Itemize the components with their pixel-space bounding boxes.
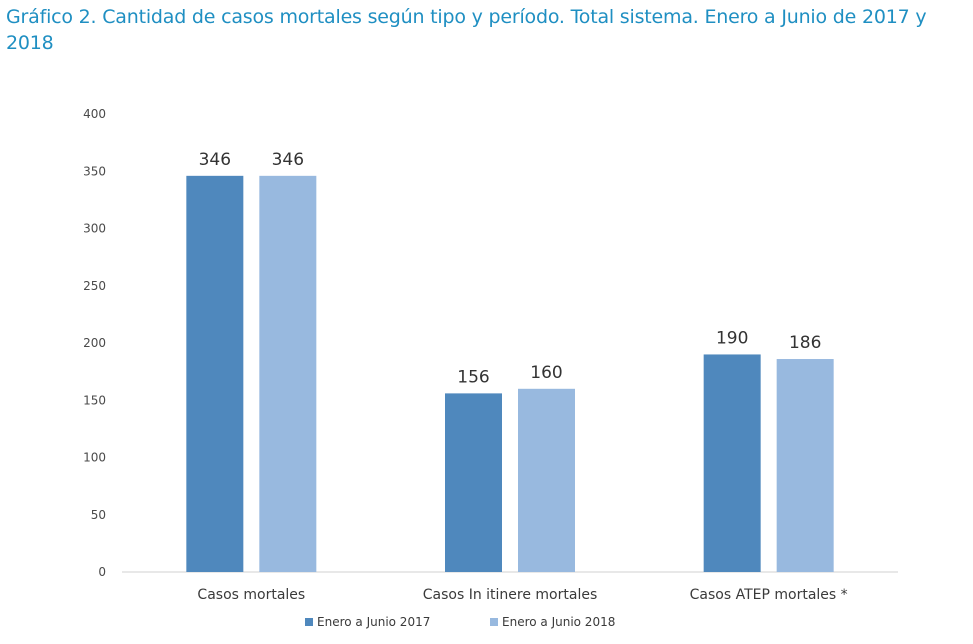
y-tick-label: 100 [83,451,106,465]
x-category-label: Casos mortales [197,587,305,603]
bar [445,393,502,572]
legend-label: Enero a Junio 2017 [317,615,430,629]
legend: Enero a Junio 2017 Enero a Junio 2018 [305,615,615,629]
y-tick-label: 200 [83,336,106,350]
x-category-label: Casos In itinere mortales [423,587,598,603]
x-category-label: Casos ATEP mortales * [690,587,848,603]
data-label: 186 [789,333,821,353]
bar [703,354,761,572]
legend-label: Enero a Junio 2018 [502,615,615,629]
y-axis: 0 50 100 150 200 250 300 350 400 [83,107,106,579]
chart-title: Gráfico 2. Cantidad de casos mortales se… [6,6,927,54]
y-tick-label: 250 [83,279,106,293]
y-tick-label: 300 [83,222,106,236]
data-label: 346 [272,150,304,170]
y-tick-label: 400 [83,107,106,121]
legend-swatch [305,618,313,626]
data-label: 156 [457,367,489,387]
data-label: 190 [716,328,748,348]
bar [776,359,834,572]
legend-swatch [490,618,498,626]
y-tick-label: 350 [83,164,106,178]
y-tick-label: 0 [98,565,106,579]
y-tick-label: 150 [83,393,106,407]
bar [518,388,575,572]
data-label: 346 [199,150,231,170]
bar [259,175,317,572]
x-axis-categories: Casos mortales Casos In itinere mortales C… [197,587,847,603]
data-label: 160 [530,363,562,383]
y-tick-label: 50 [91,508,106,522]
bar [186,175,244,572]
bars: 346 346 156 160 190 186 [186,150,834,572]
